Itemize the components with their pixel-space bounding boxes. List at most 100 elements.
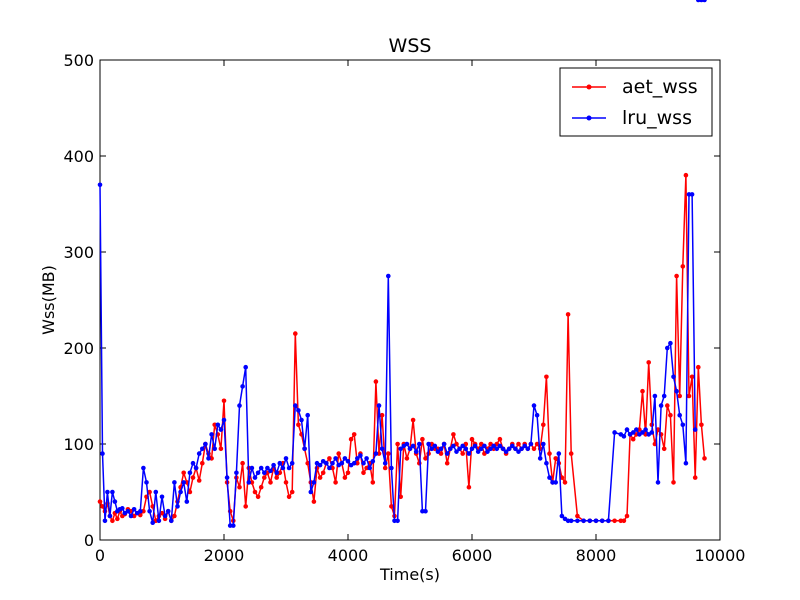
data-point-aet_wss <box>420 436 425 442</box>
data-point-lru_wss <box>296 408 301 413</box>
data-point-lru_wss <box>665 345 670 351</box>
data-point-aet_wss <box>181 470 186 476</box>
x-axis-label: Time(s) <box>379 565 440 584</box>
data-point-lru_wss <box>190 460 196 466</box>
data-point-lru_wss <box>513 446 518 452</box>
data-point-aet_wss <box>674 273 679 279</box>
data-point-lru_wss <box>454 449 459 454</box>
data-point-lru_wss <box>162 513 168 519</box>
data-point-lru_wss <box>112 499 118 504</box>
data-point-aet_wss <box>110 518 115 524</box>
data-point-lru_wss <box>599 518 605 524</box>
data-point-aet_wss <box>382 465 388 471</box>
data-point-aet_wss <box>100 504 105 509</box>
data-point-lru_wss <box>649 430 655 435</box>
legend-box <box>559 67 713 137</box>
data-point-aet_wss <box>671 480 676 485</box>
data-point-lru_wss <box>110 489 115 495</box>
data-point-lru_wss <box>426 441 431 447</box>
data-point-lru_wss <box>159 494 165 500</box>
data-point-lru_wss <box>528 441 534 447</box>
data-point-aet_wss <box>289 489 295 495</box>
data-point-lru_wss <box>658 403 664 408</box>
data-point-aet_wss <box>630 436 636 442</box>
chart-title: WSS <box>389 35 432 57</box>
data-point-aet_wss <box>283 480 289 485</box>
data-point-lru_wss <box>522 443 527 449</box>
data-point-lru_wss <box>196 451 202 456</box>
data-point-aet_wss <box>683 172 689 178</box>
data-point-lru_wss <box>463 446 469 452</box>
data-point-aet_wss <box>262 475 267 480</box>
data-point-aet_wss <box>345 470 351 476</box>
data-point-lru_wss <box>668 340 673 346</box>
data-point-aet_wss <box>348 436 354 442</box>
data-point-lru_wss <box>441 441 447 447</box>
data-point-lru_wss <box>621 434 627 439</box>
data-point-aet_wss <box>286 494 292 500</box>
data-point-lru_wss <box>398 446 404 452</box>
data-point-aet_wss <box>621 518 627 524</box>
data-point-lru_wss <box>655 480 661 485</box>
data-point-aet_wss <box>534 441 540 447</box>
data-point-aet_wss <box>296 422 301 428</box>
data-point-aet_wss <box>547 451 552 456</box>
data-point-lru_wss <box>255 470 261 476</box>
data-point-lru_wss <box>438 446 444 452</box>
data-point-aet_wss <box>497 436 503 442</box>
data-point-lru_wss <box>277 460 283 466</box>
data-point-lru_wss <box>234 470 239 476</box>
data-point-aet_wss <box>237 484 242 490</box>
data-point-lru_wss <box>680 422 686 428</box>
data-point-lru_wss <box>283 456 289 461</box>
data-point-lru_wss <box>240 384 245 389</box>
data-point-aet_wss <box>240 460 245 466</box>
data-point-lru_wss <box>345 458 351 464</box>
data-point-aet_wss <box>172 513 177 519</box>
data-point-lru_wss <box>212 446 217 452</box>
data-point-lru_wss <box>466 451 472 456</box>
data-point-lru_wss <box>652 393 658 399</box>
data-point-aet_wss <box>460 451 466 456</box>
data-point-lru_wss <box>379 446 385 452</box>
data-point-aet_wss <box>317 475 323 480</box>
data-point-aet_wss <box>568 451 574 456</box>
x-tick-label: 4000 <box>328 546 369 565</box>
data-point-lru_wss <box>361 460 366 466</box>
data-point-aet_wss <box>361 470 366 476</box>
data-point-aet_wss <box>696 364 701 370</box>
data-point-lru_wss <box>265 465 270 471</box>
data-point-lru_wss <box>519 446 524 452</box>
data-point-lru_wss <box>407 446 413 452</box>
x-axis-ticks: 0 2000 4000 6000 8000 10000 <box>95 60 745 565</box>
data-point-aet_wss <box>423 456 428 461</box>
data-point-lru_wss <box>289 460 295 466</box>
data-point-lru_wss <box>624 427 630 432</box>
data-point-aet_wss <box>410 417 416 423</box>
data-point-lru_wss <box>612 430 617 435</box>
data-point-lru_wss <box>200 446 205 452</box>
data-point-aet_wss <box>404 456 410 461</box>
data-point-lru_wss <box>630 430 636 435</box>
data-point-lru_wss <box>206 456 211 461</box>
data-point-lru_wss <box>286 465 292 471</box>
data-point-lru_wss <box>125 508 131 514</box>
data-point-lru_wss <box>503 449 509 454</box>
data-point-lru_wss <box>417 441 422 447</box>
data-point-lru_wss <box>593 518 599 524</box>
data-point-aet_wss <box>187 489 193 495</box>
data-point-lru_wss <box>249 465 255 471</box>
data-point-lru_wss <box>494 446 500 452</box>
series-layer <box>97 0 707 528</box>
legend-label-aet: aet_wss <box>622 76 698 98</box>
data-point-lru_wss <box>410 443 416 449</box>
data-point-lru_wss <box>351 460 357 466</box>
data-point-lru_wss <box>376 403 382 408</box>
data-point-aet_wss <box>320 470 326 476</box>
data-point-lru_wss <box>491 443 497 449</box>
data-point-aet_wss <box>268 480 273 485</box>
data-point-lru_wss <box>531 403 537 408</box>
data-point-lru_wss <box>485 449 490 454</box>
data-point-aet_wss <box>373 379 379 384</box>
data-point-aet_wss <box>553 456 558 461</box>
